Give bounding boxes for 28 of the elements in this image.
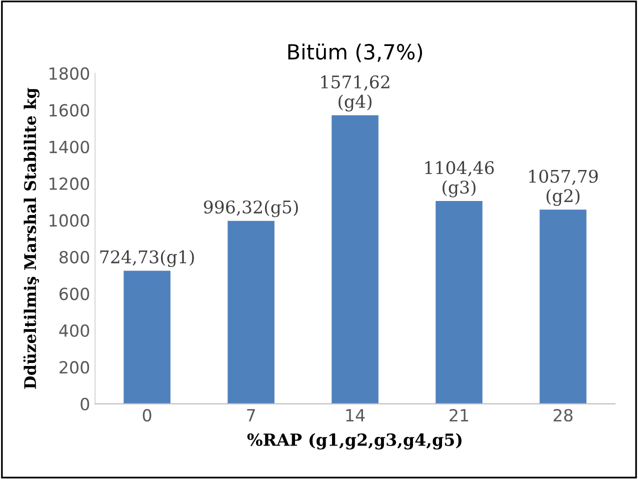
- x-axis-title: %RAP (g1,g2,g3,g4,g5): [247, 433, 462, 450]
- y-tick-label: 1800: [50, 67, 90, 80]
- y-tick-label: 400: [59, 324, 90, 337]
- y-tick-label: 600: [60, 288, 90, 300]
- bar: [332, 115, 378, 404]
- y-tick-label: 1400: [50, 140, 90, 154]
- bar: [436, 201, 482, 404]
- x-tick-label: 21: [450, 408, 468, 422]
- data-label: 724,73(g1): [100, 250, 194, 268]
- y-tick-label: 1000: [50, 214, 90, 227]
- y-tick-label: 800: [60, 250, 90, 264]
- x-tick-label: 0: [142, 408, 152, 422]
- x-tick-label: 28: [554, 408, 572, 422]
- y-tick-label: 200: [60, 361, 90, 374]
- data-label: 1571,62 (g4): [321, 75, 390, 112]
- y-tick-label: 1200: [50, 177, 90, 190]
- y-axis-title: Ddüzeltilmiş Marshal Stabilite kg: [23, 88, 40, 389]
- data-label: 996,32(g5): [204, 200, 298, 218]
- chart-title: Bitüm (3,7%): [288, 44, 422, 62]
- y-tick-label: 1600: [50, 104, 90, 117]
- bar: [228, 220, 274, 404]
- bar: [124, 270, 170, 404]
- x-tick-label: 14: [346, 409, 365, 422]
- data-label: 1057,79 (g2): [529, 170, 598, 206]
- y-tick-label: 0: [80, 398, 90, 410]
- data-label: 1104,46 (g3): [425, 161, 494, 198]
- x-tick-label: 7: [247, 409, 255, 422]
- bar: [540, 210, 586, 404]
